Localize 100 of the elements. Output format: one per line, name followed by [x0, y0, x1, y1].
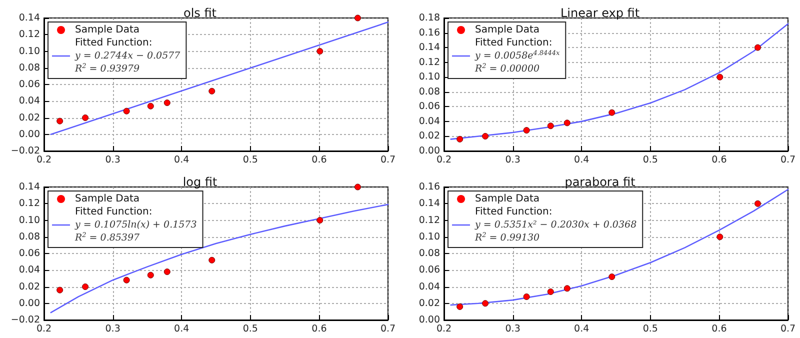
y-tick-label: 0.02: [418, 130, 440, 142]
legend-title: Fitted Function:: [75, 206, 152, 218]
line-series: [450, 23, 789, 140]
legend-title: Fitted Function:: [475, 38, 552, 48]
point: [482, 300, 489, 307]
y-tick-label: 0.14: [18, 182, 40, 192]
point: [482, 132, 489, 140]
x-tick-label: 0.5: [242, 154, 258, 166]
point: [564, 285, 570, 292]
point: [316, 48, 324, 54]
point: [123, 276, 130, 284]
point: [754, 200, 761, 207]
y-tick-label: 0.10: [18, 214, 40, 226]
y-tick-label: 0.12: [18, 198, 40, 210]
point: [147, 272, 154, 278]
y-tick-label: 0.12: [18, 29, 40, 40]
legend-label: y = 0.5351x² − 0.2030x + 0.0368: [474, 220, 637, 230]
point: [608, 274, 616, 280]
point: [523, 293, 530, 300]
y-tick-label: 0.02: [18, 281, 40, 292]
y-tick-label: 0.06: [418, 101, 440, 112]
x-tick-label: 0.2: [36, 154, 52, 166]
y-tick-label: −0.02: [10, 146, 40, 156]
y-tick-label: 0.12: [418, 214, 440, 226]
point: [456, 136, 464, 142]
point: [523, 127, 530, 134]
legend-title: Fitted Function:: [75, 38, 152, 48]
y-tick-label: 0.02: [18, 112, 40, 124]
y-tick-label: 0.06: [418, 264, 440, 276]
y-tick-label: 0.06: [18, 248, 40, 259]
x-tick-label: 0.2: [36, 324, 52, 334]
y-tick-label: 0.04: [18, 264, 40, 276]
point: [208, 88, 216, 94]
x-tick-label: 0.5: [642, 154, 658, 166]
x-tick-label: 0.4: [174, 154, 190, 166]
point: [608, 109, 616, 116]
point: [564, 120, 570, 126]
x-tick-label: 0.3: [505, 154, 520, 166]
x-tick-label: 0.3: [505, 324, 520, 334]
point: [456, 303, 464, 310]
point: [754, 44, 761, 51]
point: [164, 268, 170, 276]
legend-label: Sample Data: [475, 24, 540, 36]
legend-label: y = 0.1075ln(x) + 0.1573: [74, 220, 197, 230]
legend-label: Sample Data: [75, 24, 140, 36]
y-tick-label: 0.08: [418, 248, 440, 259]
point: [82, 114, 89, 121]
point: [547, 288, 554, 295]
y-tick-label: 0.08: [18, 62, 40, 74]
y-tick-label: 0.16: [418, 182, 440, 192]
y-tick-label: 0.04: [18, 96, 40, 107]
x-tick-label: 0.7: [380, 324, 396, 334]
legend-label: Sample Data: [75, 194, 140, 204]
chart-title: log fit: [182, 175, 218, 189]
y-tick-label: 0.00: [18, 128, 40, 140]
legend-title: Fitted Function:: [475, 206, 552, 218]
chart-title: parabora fit: [564, 175, 636, 189]
y-tick-label: 0.00: [418, 146, 440, 156]
x-tick-label: 0.4: [574, 154, 590, 166]
x-tick-label: 0.4: [574, 324, 590, 334]
y-tick-label: 0.14: [418, 198, 440, 210]
x-tick-label: 0.6: [312, 324, 327, 334]
point: [56, 286, 64, 294]
point: [82, 284, 89, 290]
y-tick-label: 0.04: [418, 116, 440, 127]
x-tick-label: 0.7: [780, 324, 796, 334]
chart-title: ols fit: [183, 6, 217, 20]
point: [56, 118, 64, 124]
point: [716, 74, 724, 80]
x-tick-label: 0.2: [436, 324, 452, 334]
y-tick-label: 0.10: [18, 46, 40, 57]
line-series: [450, 188, 789, 306]
point: [147, 102, 154, 110]
y-tick-label: 0.00: [418, 314, 440, 326]
point: [208, 256, 216, 264]
y-tick-label: 0.10: [418, 72, 440, 83]
x-tick-label: 0.2: [436, 154, 452, 166]
y-tick-label: 0.06: [18, 79, 40, 90]
x-tick-label: 0.5: [642, 324, 658, 334]
x-tick-label: 0.3: [105, 154, 120, 166]
y-tick-label: 0.16: [418, 27, 440, 38]
point: [547, 122, 554, 130]
point: [354, 14, 361, 22]
x-tick-label: 0.4: [174, 324, 190, 334]
y-tick-label: −0.02: [10, 314, 40, 326]
y-tick-label: 0.10: [418, 231, 440, 242]
x-tick-label: 0.5: [242, 324, 258, 334]
y-tick-label: 0.02: [418, 298, 440, 309]
x-tick-label: 0.6: [712, 324, 727, 334]
y-tick-label: 0.08: [18, 231, 40, 242]
point: [316, 217, 324, 224]
y-tick-label: 0.08: [418, 86, 440, 98]
y-tick-label: 0.00: [18, 298, 40, 309]
chart-title: Linear exp fit: [560, 6, 640, 20]
y-tick-label: 0.14: [18, 12, 40, 24]
legend-label: y = 0.2744x − 0.0577: [74, 50, 182, 62]
point: [716, 234, 724, 240]
x-tick-label: 0.7: [780, 154, 796, 166]
point: [123, 108, 130, 114]
x-tick-label: 0.6: [312, 154, 327, 166]
